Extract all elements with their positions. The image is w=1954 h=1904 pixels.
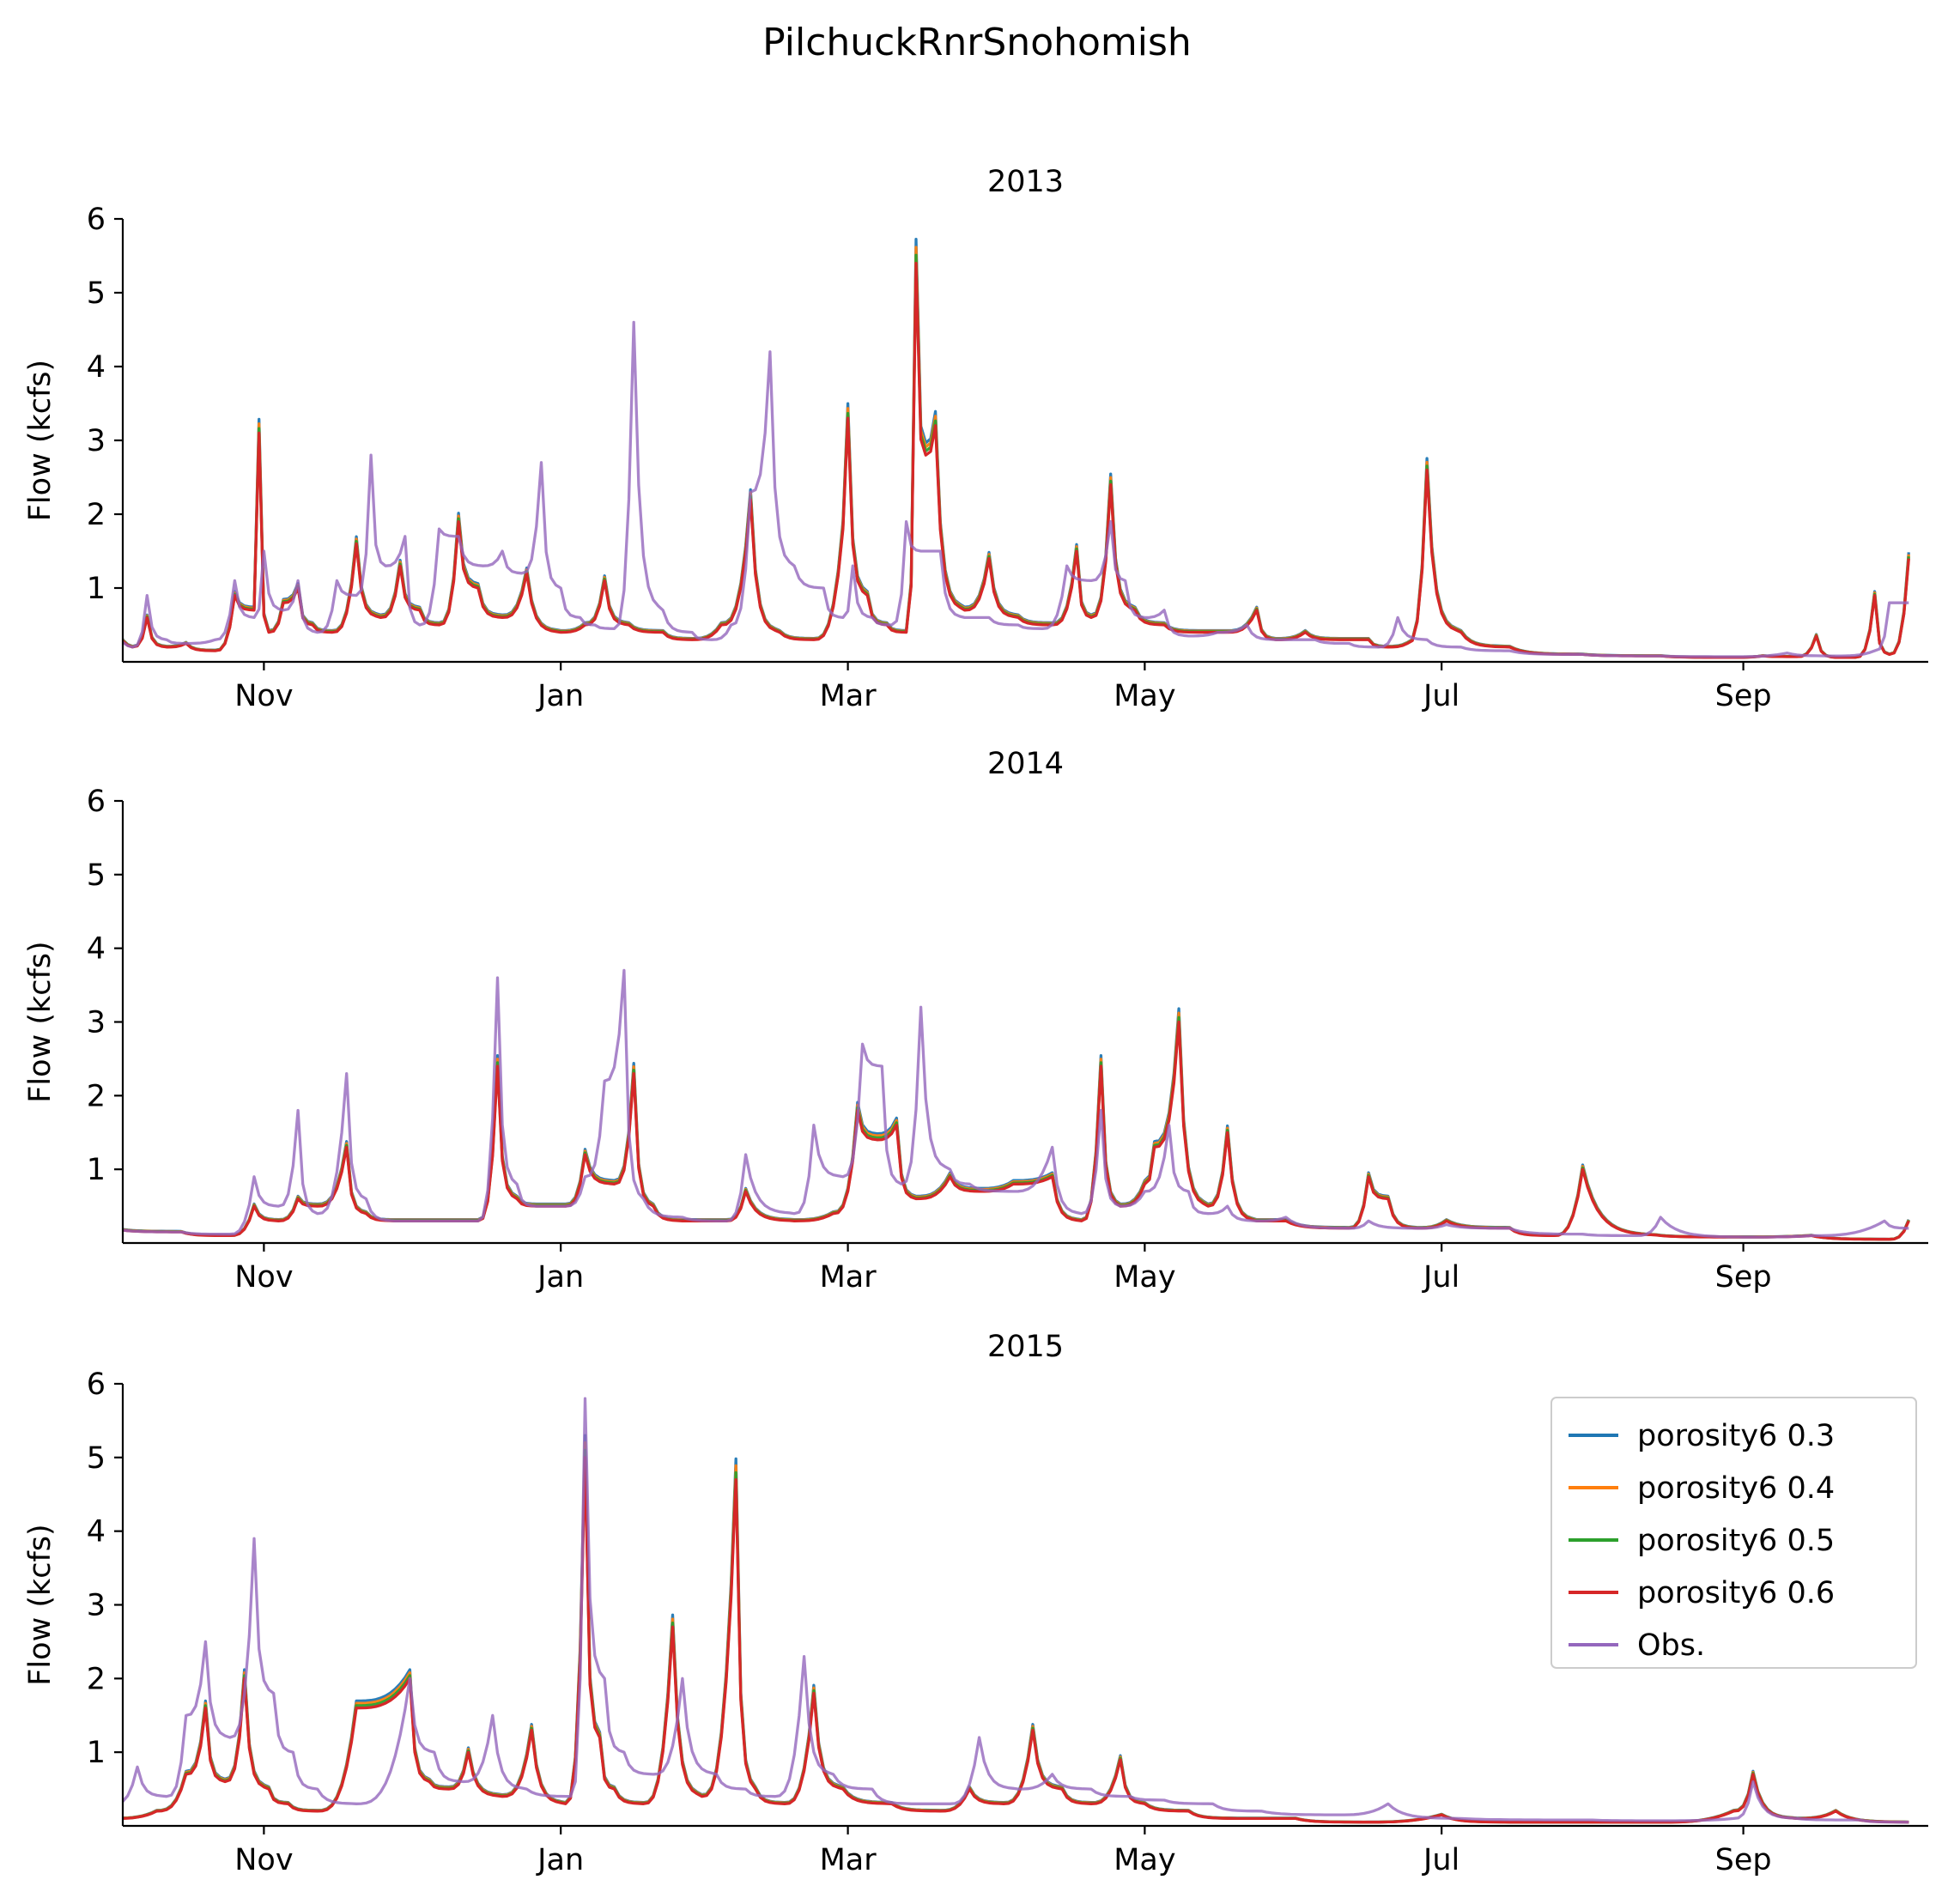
y-tick-label: 1 (87, 1153, 106, 1187)
series-line-porosity6-0-5 (123, 1016, 1910, 1241)
series-line-porosity6-0-6 (123, 1020, 1910, 1241)
x-tick-label: Jul (1422, 1843, 1459, 1877)
x-tick-label: Nov (234, 1260, 293, 1295)
x-tick-label: Jan (536, 1843, 584, 1877)
panel-title: 2014 (987, 747, 1064, 781)
figure-suptitle: PilchuckRnrSnohomish (762, 21, 1192, 64)
x-tick-label: May (1114, 1843, 1175, 1877)
y-axis-label: Flow (kcfs) (23, 360, 58, 521)
y-tick-label: 1 (87, 1736, 106, 1770)
x-tick-label: Mar (820, 1843, 877, 1877)
legend-label: porosity6 0.5 (1637, 1524, 1835, 1558)
x-tick-label: Mar (820, 1260, 877, 1295)
legend-label: porosity6 0.4 (1637, 1471, 1835, 1506)
series-line-porosity6-0-4 (123, 246, 1910, 659)
y-axis-label: Flow (kcfs) (23, 1524, 58, 1685)
y-tick-label: 4 (87, 350, 106, 385)
x-tick-label: Sep (1715, 1843, 1772, 1877)
legend-label: porosity6 0.6 (1637, 1576, 1835, 1610)
legend-box (1550, 1397, 1917, 1669)
legend-label: porosity6 0.3 (1637, 1419, 1835, 1453)
legend: porosity6 0.3 porosity6 0.4 porosity6 0.5 p… (1550, 1397, 1917, 1669)
series-line-obs (123, 1397, 1909, 1824)
x-tick-label: Nov (234, 679, 293, 713)
series-group (123, 238, 1910, 659)
x-tick-label: Sep (1715, 679, 1772, 713)
series-line-porosity6-0-3 (123, 1007, 1910, 1241)
series-group (123, 968, 1910, 1241)
legend-label: Obs. (1637, 1628, 1705, 1663)
series-line-obs (123, 320, 1909, 658)
y-tick-label: 2 (87, 1662, 106, 1696)
y-tick-label: 1 (87, 572, 106, 606)
y-tick-label: 2 (87, 498, 106, 532)
y-tick-label: 3 (87, 424, 106, 458)
y-tick-label: 6 (87, 203, 106, 237)
chart-panel-2013: 2013 Flow (kcfs) 1 2 3 4 5 6 Nov Jan Mar May Jul Sep (23, 165, 1928, 713)
x-tick-label: Nov (234, 1843, 293, 1877)
series-line-porosity6-0-3 (123, 238, 1910, 659)
series-line-porosity6-0-5 (123, 253, 1910, 659)
chart-panel-2014: 2014 Flow (kcfs) 1 2 3 4 5 6 Nov Jan Mar May Jul Sep (23, 747, 1928, 1295)
y-tick-label: 5 (87, 858, 106, 893)
series-group (123, 1397, 1909, 1824)
y-tick-label: 4 (87, 932, 106, 967)
y-tick-label: 2 (87, 1079, 106, 1113)
x-tick-label: May (1114, 679, 1175, 713)
series-line-obs (123, 968, 1909, 1239)
x-tick-label: Jan (536, 679, 584, 713)
y-tick-label: 4 (87, 1515, 106, 1549)
series-line-porosity6-0-6 (123, 261, 1910, 659)
y-tick-label: 5 (87, 276, 106, 311)
y-tick-label: 3 (87, 1006, 106, 1040)
x-tick-label: May (1114, 1260, 1175, 1295)
x-tick-label: Jan (536, 1260, 584, 1295)
panel-title: 2013 (987, 165, 1064, 199)
y-tick-label: 6 (87, 1367, 106, 1402)
y-axis-label: Flow (kcfs) (23, 941, 58, 1102)
x-tick-label: Sep (1715, 1260, 1772, 1295)
panel-title: 2015 (987, 1330, 1064, 1364)
x-tick-label: Mar (820, 679, 877, 713)
y-tick-label: 6 (87, 785, 106, 819)
series-line-porosity6-0-4 (123, 1011, 1910, 1241)
y-tick-label: 3 (87, 1589, 106, 1623)
y-tick-label: 5 (87, 1441, 106, 1476)
x-tick-label: Jul (1422, 679, 1459, 713)
chart-panel-2015: 2015 Flow (kcfs) 1 2 3 4 5 6 Nov Jan Mar May Jul Sep p… (23, 1330, 1928, 1877)
x-tick-label: Jul (1422, 1260, 1459, 1295)
